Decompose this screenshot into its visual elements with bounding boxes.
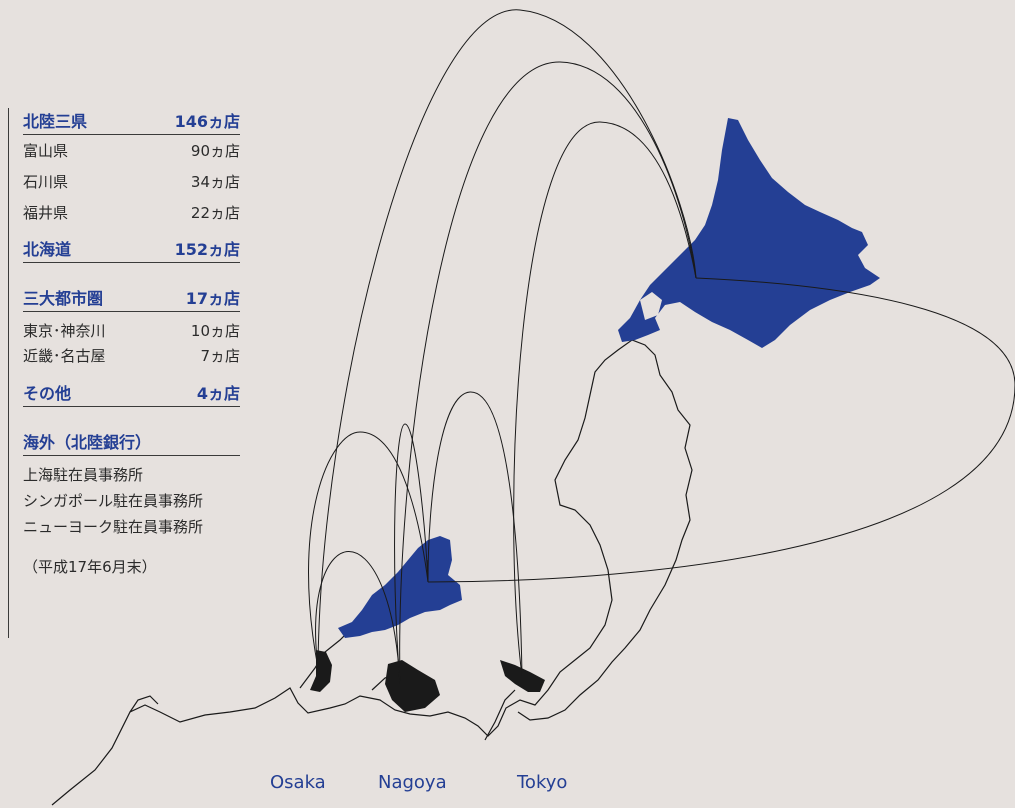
osaka-area: [310, 650, 332, 692]
other-total: 4ヵ店: [196, 384, 240, 403]
ishikawa-label: 石川県: [23, 173, 69, 191]
arc-tokyo-hokkaido: [513, 121, 697, 677]
arc-nagoya-hokkaido: [399, 61, 697, 685]
fukui-label: 福井県: [23, 204, 69, 222]
legend-row-ishikawa: 石川県 34ヵ店: [23, 166, 240, 197]
legend-row-tokyo-kanagawa: 東京･神奈川 10ヵ店: [23, 318, 240, 343]
other-label: その他: [23, 384, 72, 403]
tokyo-kanagawa-value: 10ヵ店: [190, 322, 240, 340]
toyama-label: 富山県: [23, 142, 69, 160]
arc-hokkaido-newyork-loop: [695, 277, 1015, 386]
overseas-newyork: ニューヨーク駐在員事務所: [23, 518, 204, 536]
legend-metro-header: 三大都市圏 17ヵ店: [23, 285, 240, 312]
tokyo-area: [500, 660, 545, 692]
toyama-value: 90ヵ店: [190, 142, 240, 160]
hokkaido-label: 北海道: [23, 240, 72, 259]
city-label-nagoya: Nagoya: [378, 772, 447, 793]
arc-osaka-hokuriku: [308, 431, 429, 669]
overseas-label: 海外（北陸銀行）: [23, 433, 152, 452]
legend-hokkaido-header: 北海道 152ヵ店: [23, 236, 240, 263]
legend-row-fukui: 福井県 22ヵ店: [23, 197, 240, 228]
arc-tokyo-hokuriku: [427, 391, 523, 677]
hokkaido-region: [618, 118, 880, 348]
ishikawa-value: 34ヵ店: [190, 173, 240, 191]
city-label-osaka: Osaka: [270, 772, 326, 793]
shikoku-fragment: [129, 695, 159, 713]
legend-row-kinki-nagoya: 近畿･名古屋 7ヵ店: [23, 343, 240, 368]
legend-row-toyama: 富山県 90ヵ店: [23, 135, 240, 166]
connection-arcs: [308, 9, 1015, 685]
kinki-nagoya-label: 近畿･名古屋: [23, 347, 106, 365]
metro-label: 三大都市圏: [23, 289, 104, 308]
kinki-nagoya-value: 7ヵ店: [200, 347, 240, 365]
hokuriku-label: 北陸三県: [23, 112, 88, 131]
as-of-note: （平成17年6月末）: [23, 558, 157, 576]
overseas-singapore: シンガポール駐在員事務所: [23, 492, 204, 510]
legend-hokuriku-header: 北陸三県 146ヵ店: [23, 108, 240, 135]
honshu-coastline: [51, 339, 693, 806]
legend-overseas-header: 海外（北陸銀行）: [23, 429, 240, 456]
arc-nagoya-hokuriku: [394, 423, 429, 685]
hokuriku-region: [338, 536, 462, 638]
metro-total: 17ヵ店: [185, 289, 240, 308]
arc-osaka-nagoya: [315, 551, 401, 685]
izu-coast: [484, 689, 516, 741]
city-label-tokyo: Tokyo: [517, 772, 568, 793]
hokuriku-total: 146ヵ店: [174, 112, 240, 131]
overseas-shanghai: 上海駐在員事務所: [23, 466, 144, 484]
fukui-value: 22ヵ店: [190, 204, 240, 222]
arc-osaka-hokkaido: [317, 9, 697, 669]
hokkaido-bay: [640, 292, 662, 320]
tokyo-kanagawa-label: 東京･神奈川: [23, 322, 106, 340]
hokkaido-total: 152ヵ店: [174, 240, 240, 259]
arc-hokuriku-loop: [427, 384, 1015, 583]
nagoya-area: [385, 660, 440, 712]
branch-legend: 北陸三県 146ヵ店 富山県 90ヵ店 石川県 34ヵ店 福井県 22ヵ店 北海…: [8, 108, 240, 638]
overseas-list: 上海駐在員事務所 シンガポール駐在員事務所 ニューヨーク駐在員事務所: [23, 462, 240, 540]
legend-other-header: その他 4ヵ店: [23, 380, 240, 407]
